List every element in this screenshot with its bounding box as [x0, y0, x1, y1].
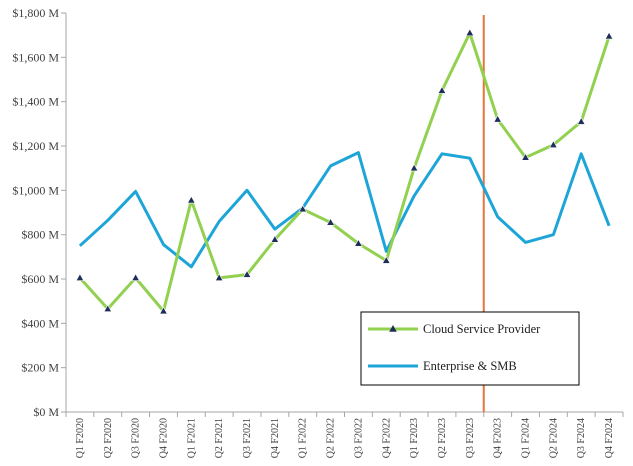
data-point-marker: [381, 255, 391, 264]
x-tick-label: Q1 F2022: [298, 418, 309, 458]
x-tick-label: Q3 F2023: [465, 418, 476, 458]
y-tick-label: $0 M: [33, 405, 59, 419]
data-point-marker: [437, 85, 447, 94]
data-point-marker: [326, 217, 335, 226]
x-tick-label: Q4 F2024: [604, 418, 615, 458]
series-line-1: [78, 151, 611, 269]
legend-marker: [389, 325, 397, 332]
data-point-marker: [409, 163, 419, 172]
data-point-marker: [465, 28, 475, 37]
x-tick-label: Q2 F2024: [548, 418, 559, 458]
data-point-marker: [521, 152, 530, 161]
x-tick-label: Q2 F2021: [214, 418, 225, 458]
series-line-0: [78, 31, 611, 313]
x-tick-label: Q4 F2021: [270, 418, 281, 458]
y-tick-label: $600 M: [21, 272, 59, 286]
data-point-marker: [131, 273, 140, 281]
x-tick-label: Q1 F2023: [409, 418, 420, 458]
data-point-marker: [214, 273, 224, 281]
y-tick-label: $400 M: [21, 316, 59, 330]
x-tick-label: Q1 F2024: [521, 418, 532, 458]
data-point-marker: [187, 195, 196, 204]
y-tick-label: $1,400 M: [12, 95, 59, 109]
data-point-marker: [493, 114, 502, 123]
data-point-marker: [103, 304, 113, 313]
y-axis: $0 M $200 M $400 M $600 M $800 M $1,000 M $1,2…: [12, 6, 67, 419]
x-axis: Q1 F2020 Q2 F2020 Q3 F2020 Q4 F2020 Q1 F2021…: [65, 411, 624, 458]
x-tick-label: Q3 F2021: [242, 418, 253, 458]
data-point-marker: [159, 306, 168, 315]
legend-label: Enterprise & SMB: [423, 359, 517, 373]
x-tick-label: Q1 F2020: [75, 418, 86, 458]
series-layer: [75, 28, 614, 315]
x-tick-label: Q3 F2020: [131, 418, 142, 458]
y-tick-label: $1,000 M: [12, 183, 59, 197]
y-tick-label: $200 M: [21, 361, 59, 375]
data-point-marker: [242, 269, 252, 278]
x-tick-label: Q4 F2023: [493, 418, 504, 458]
legend-label: Cloud Service Provider: [423, 322, 541, 336]
data-point-marker: [604, 31, 614, 40]
x-tick-label: Q3 F2024: [576, 418, 587, 458]
y-tick-label: $1,800 M: [12, 6, 59, 20]
x-tick-label: Q4 F2022: [381, 418, 392, 458]
x-tick-label: Q4 F2020: [158, 418, 169, 458]
x-tick-label: Q3 F2022: [353, 418, 364, 458]
data-point-marker: [75, 273, 85, 281]
legend-box: [360, 311, 580, 386]
data-point-marker: [576, 117, 586, 125]
y-tick-label: $1,600 M: [12, 50, 59, 64]
data-point-marker: [270, 234, 280, 243]
legend-item: Cloud Service Provider: [368, 322, 541, 336]
data-point-marker: [549, 140, 558, 148]
x-tick-label: Q2 F2023: [437, 418, 448, 458]
legend: Cloud Service Provider Enterprise & SMB: [360, 311, 580, 386]
y-tick-label: $800 M: [21, 228, 59, 242]
data-point-marker: [298, 204, 308, 213]
legend-item: Enterprise & SMB: [368, 359, 517, 373]
y-tick-label: $1,200 M: [12, 139, 59, 153]
x-tick-label: Q2 F2022: [326, 418, 337, 458]
x-tick-label: Q1 F2021: [186, 418, 197, 458]
data-point-marker: [354, 238, 363, 247]
x-tick-label: Q2 F2020: [103, 418, 114, 458]
